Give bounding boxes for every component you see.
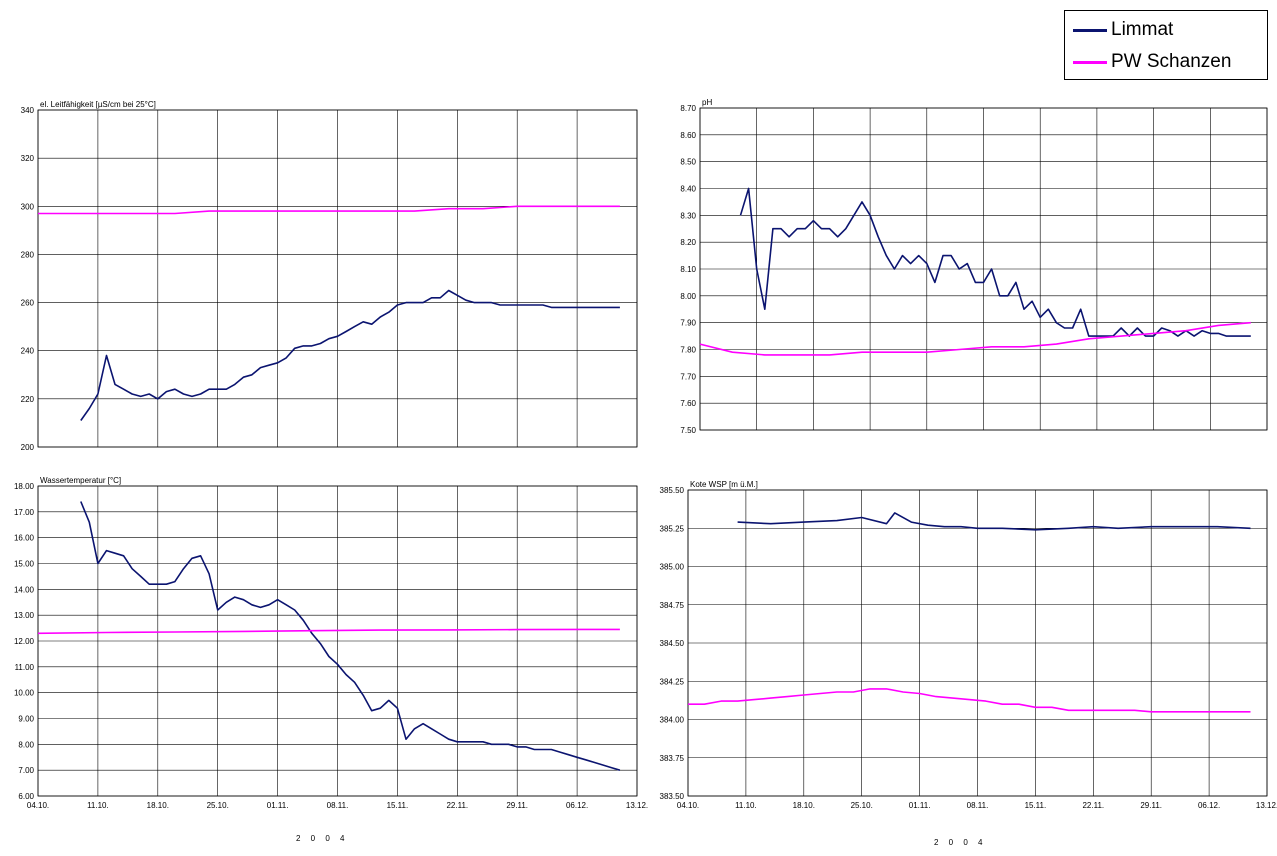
- y-tick-label: 385.25: [660, 524, 685, 533]
- plot-frame: [687, 489, 1268, 797]
- y-tick-label: 16.00: [14, 534, 35, 543]
- y-tick-label: 8.50: [680, 158, 696, 167]
- y-tick-label: 384.00: [660, 716, 685, 725]
- x-tick-label: 15.11.: [387, 801, 409, 810]
- y-tick-label: 13.00: [14, 611, 35, 620]
- x-tick-label: 06.12.: [566, 801, 588, 810]
- y-tick-label: 8.10: [680, 265, 696, 274]
- x-tick-label: 22.11.: [1082, 801, 1104, 810]
- x-axis-year-label-right: 2 0 0 4: [934, 838, 987, 847]
- legend: Limmat PW Schanzen: [1064, 10, 1268, 80]
- plot-frame: [37, 485, 638, 797]
- y-tick-label: 383.75: [660, 754, 685, 763]
- legend-entry-pw-schanzen: PW Schanzen: [1073, 47, 1231, 77]
- x-tick-label: 01.11.: [267, 801, 289, 810]
- series-line-pw-schanzen: [688, 688, 1251, 713]
- series-line-pw-schanzen: [699, 321, 1251, 356]
- x-tick-label: 08.11.: [327, 801, 349, 810]
- y-tick-label: 14.00: [14, 585, 35, 594]
- x-tick-label: 08.11.: [967, 801, 989, 810]
- y-tick-label: 7.50: [680, 426, 696, 435]
- chart-conductivity: el. Leitfähigkeit [µS/cm bei 25°C] 200 220…: [21, 100, 638, 452]
- y-tick-label: 7.90: [680, 319, 696, 328]
- series-line-pw-schanzen: [37, 628, 620, 635]
- chart-title: pH: [702, 98, 712, 107]
- x-tick-label: 11.10.: [735, 801, 757, 810]
- x-tick-label: 04.10.: [677, 801, 699, 810]
- y-tick-label: 385.50: [660, 486, 685, 495]
- series-line-pw-schanzen: [38, 205, 620, 215]
- y-tick-label: 6.00: [18, 792, 34, 801]
- plot-frame: [37, 109, 638, 448]
- y-tick-label: 18.00: [14, 482, 35, 491]
- series-line-limmat: [80, 289, 620, 421]
- y-tick-label: 384.50: [660, 639, 685, 648]
- x-tick-label: 04.10.: [27, 801, 49, 810]
- y-tick-label: 340: [21, 106, 35, 115]
- y-tick-label: 7.00: [18, 766, 34, 775]
- x-tick-label: 29.11.: [1140, 801, 1162, 810]
- y-tick-label: 280: [21, 250, 35, 259]
- y-tick-label: 220: [21, 395, 35, 404]
- legend-swatch-limmat: [1073, 28, 1107, 32]
- y-tick-label: 8.20: [680, 238, 696, 247]
- chart-ph: pH 7.50 7.60 7.70 7.80 7.90 8.00 8.10 8.20 8.30 8.…: [680, 98, 1268, 435]
- y-tick-label: 385.00: [660, 563, 685, 572]
- y-tick-label: 8.00: [18, 740, 34, 749]
- y-tick-label: 8.70: [680, 104, 696, 113]
- x-tick-label: 13.12.: [1256, 801, 1277, 810]
- y-tick-label: 7.60: [680, 399, 696, 408]
- y-tick-label: 240: [21, 347, 35, 356]
- y-tick-label: 8.00: [680, 292, 696, 301]
- legend-entry-limmat: Limmat: [1073, 15, 1173, 45]
- x-axis-year-label-left: 2 0 0 4: [296, 834, 349, 843]
- series-line-limmat: [80, 501, 621, 771]
- y-tick-label: 200: [21, 443, 35, 452]
- legend-label-limmat: Limmat: [1111, 19, 1174, 40]
- y-tick-label: 320: [21, 154, 35, 163]
- x-tick-label: 13.12.: [626, 801, 648, 810]
- x-tick-label: 29.11.: [506, 801, 528, 810]
- x-tick-label: 01.11.: [909, 801, 931, 810]
- x-tick-label: 18.10.: [793, 801, 815, 810]
- x-tick-label: 11.10.: [87, 801, 109, 810]
- plot-frame: [699, 107, 1268, 431]
- y-tick-label: 10.00: [14, 689, 35, 698]
- y-tick-label: 8.60: [680, 131, 696, 140]
- chart-water-level: Kote WSP [m ü.M.] 383.50 383.75 384.00 384.2…: [660, 480, 1277, 810]
- chart-water-temperature: Wassertemperatur [°C] 6.00 7.00 8.00 9.00 10.…: [14, 476, 648, 810]
- y-tick-label: 383.50: [660, 792, 685, 801]
- y-tick-label: 17.00: [14, 508, 35, 517]
- y-tick-label: 300: [21, 202, 35, 211]
- y-tick-label: 8.30: [680, 211, 696, 220]
- y-tick-label: 7.70: [680, 372, 696, 381]
- y-tick-label: 12.00: [14, 637, 35, 646]
- x-tick-label: 25.10.: [851, 801, 873, 810]
- chart-title: el. Leitfähigkeit [µS/cm bei 25°C]: [40, 100, 156, 109]
- x-tick-label: 06.12.: [1198, 801, 1220, 810]
- y-tick-label: 7.80: [680, 346, 696, 355]
- y-tick-label: 384.75: [660, 601, 685, 610]
- x-tick-label: 22.11.: [446, 801, 468, 810]
- y-tick-label: 384.25: [660, 677, 685, 686]
- legend-label-pw-schanzen: PW Schanzen: [1111, 51, 1232, 72]
- chart-title: Wassertemperatur [°C]: [40, 476, 121, 485]
- y-tick-label: 9.00: [18, 715, 34, 724]
- series-line-limmat: [737, 512, 1251, 531]
- x-tick-label: 15.11.: [1025, 801, 1047, 810]
- chart-title: Kote WSP [m ü.M.]: [690, 480, 758, 489]
- legend-swatch-pw-schanzen: [1073, 60, 1107, 64]
- y-tick-label: 8.40: [680, 185, 696, 194]
- y-tick-label: 11.00: [15, 663, 35, 672]
- y-tick-label: 260: [21, 299, 35, 308]
- y-tick-label: 15.00: [14, 560, 35, 569]
- x-tick-label: 25.10.: [207, 801, 229, 810]
- series-line-limmat: [739, 187, 1251, 337]
- x-tick-label: 18.10.: [147, 801, 169, 810]
